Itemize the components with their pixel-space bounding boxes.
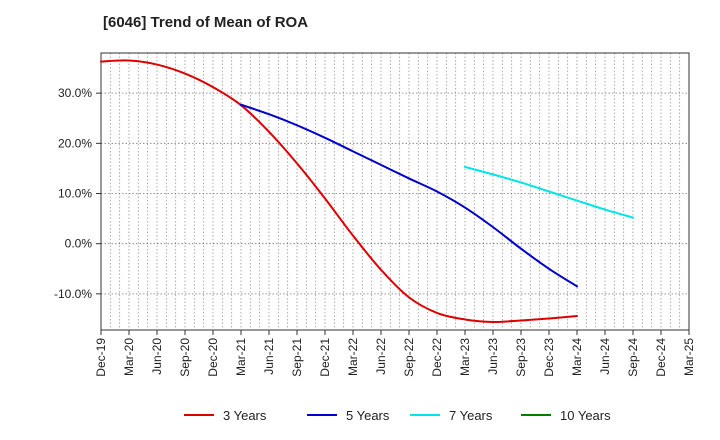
x-tick-label: Mar-20 (122, 338, 136, 376)
x-tick-label: Dec-23 (542, 338, 556, 377)
series-line-3-years (100, 59, 578, 323)
x-tick-label: Dec-20 (206, 338, 220, 377)
x-tick-label: Sep-24 (626, 338, 640, 377)
x-tick-label: Mar-21 (234, 338, 248, 376)
x-tick-label: Jun-20 (150, 338, 164, 375)
x-tick-label: Jun-24 (598, 338, 612, 375)
series-line-7-years (464, 165, 634, 219)
series-lines (100, 59, 634, 323)
legend: 3 Years 5 Years 7 Years 10 Years (184, 408, 611, 423)
grid (101, 53, 689, 330)
plot-frame (100, 52, 690, 331)
x-tick-label: Jun-23 (486, 338, 500, 375)
x-tick-label: Sep-20 (178, 338, 192, 377)
x-tick-label: Sep-21 (290, 338, 304, 377)
y-tick-label: 10.0% (58, 187, 92, 201)
y-tick-label: -10.0% (54, 287, 92, 301)
legend-label-10-years: 10 Years (560, 408, 611, 423)
y-tick-label: 20.0% (58, 136, 92, 150)
x-tick-label: Mar-25 (682, 338, 696, 376)
legend-label-7-years: 7 Years (449, 408, 493, 423)
x-tick-label: Sep-22 (402, 338, 416, 377)
x-tick-label: Jun-22 (374, 338, 388, 375)
legend-label-3-years: 3 Years (223, 408, 267, 423)
chart-title: [6046] Trend of Mean of ROA (103, 14, 309, 31)
x-tick-label: Mar-23 (458, 338, 472, 376)
x-tick-label: Sep-23 (514, 338, 528, 377)
y-tick-label: 30.0% (58, 86, 92, 100)
x-tick-label: Dec-24 (654, 338, 668, 377)
y-tick-label: 0.0% (65, 237, 93, 251)
x-tick-label: Dec-22 (430, 338, 444, 377)
series-line-5-years (240, 103, 578, 288)
x-tick-label: Dec-19 (94, 338, 108, 377)
x-tick-label: Jun-21 (262, 338, 276, 375)
x-tick-label: Mar-24 (570, 338, 584, 376)
legend-label-5-years: 5 Years (346, 408, 390, 423)
x-tick-label: Dec-21 (318, 338, 332, 377)
axes: 30.0% 20.0% 10.0% 0.0% -10.0% Dec-19 Mar-20 Jun… (54, 52, 696, 377)
x-tick-label: Mar-22 (346, 338, 360, 376)
